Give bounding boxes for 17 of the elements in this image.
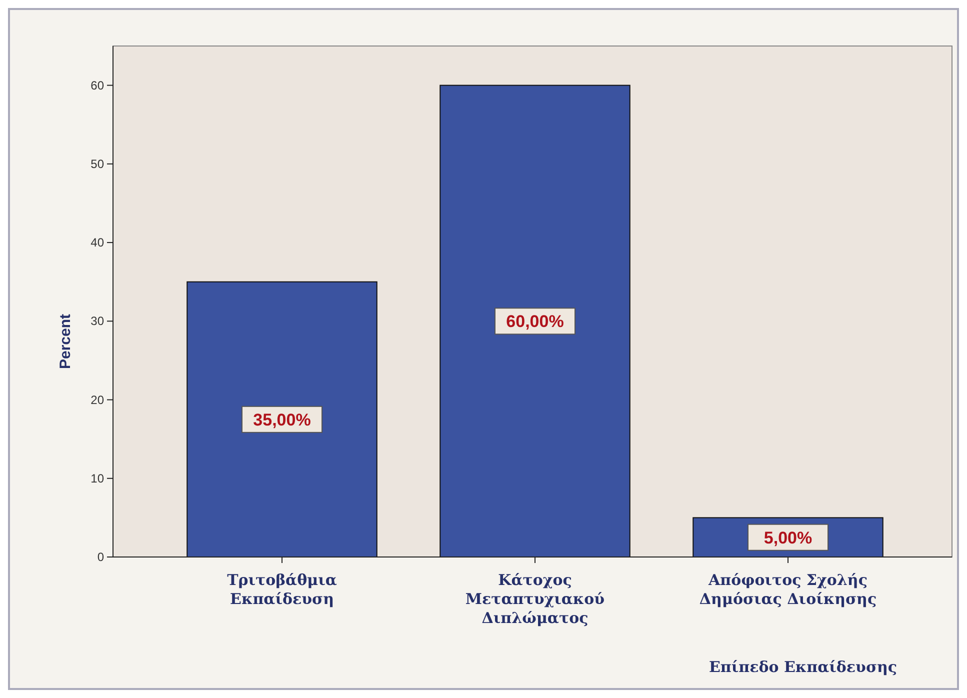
y-tick-label: 10: [90, 471, 104, 486]
x-tick-label: Απόφοιτος Σχολής Δημόσιας Διοίκησης: [699, 571, 877, 608]
x-axis-title: Επίπεδο Εκπαίδευσης: [708, 658, 898, 676]
data-label: 60,00%: [506, 312, 564, 332]
y-tick-label: 0: [97, 550, 104, 564]
y-tick-label: 20: [90, 392, 104, 407]
y-axis-title: Percent: [57, 314, 74, 370]
y-tick-label: 30: [90, 314, 104, 328]
data-label: 5,00%: [764, 528, 812, 548]
x-tick-label: Τριτοβάθμια Εκπαίδευση: [227, 571, 338, 608]
y-tick-label: 60: [90, 78, 104, 92]
bar: [440, 84, 630, 558]
bar: [186, 281, 378, 558]
x-tick-label: Κάτοχος Μεταπτυχιακού Διπλώματος: [465, 571, 605, 627]
data-label: 35,00%: [253, 410, 311, 430]
y-tick-label: 50: [90, 156, 104, 171]
y-tick-label: 40: [90, 236, 104, 250]
